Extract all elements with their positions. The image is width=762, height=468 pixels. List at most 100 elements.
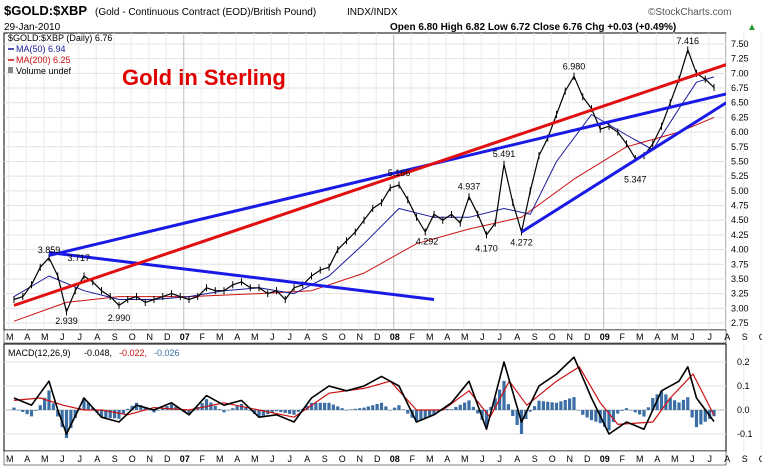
macd-histogram-bar <box>16 409 20 411</box>
x-month-label: S <box>742 454 748 464</box>
x-month-label: A <box>444 332 450 342</box>
macd-histogram-bar <box>25 410 29 415</box>
x-month-label: O <box>759 454 762 464</box>
x-month-label: O <box>339 454 346 464</box>
x-month-label: M <box>216 332 224 342</box>
x-month-label: N <box>567 332 574 342</box>
macd-histogram-bar <box>515 410 519 425</box>
x-month-label: A <box>304 454 310 464</box>
x-month-label: A <box>94 332 100 342</box>
x-month-label: M <box>671 332 679 342</box>
x-month-label: A <box>444 454 450 464</box>
macd-histogram-bar <box>537 400 541 410</box>
price-label: 4.937 <box>458 182 481 192</box>
x-month-label: M <box>636 454 644 464</box>
macd-histogram-bar <box>279 410 283 413</box>
macd-histogram-bar <box>95 410 99 413</box>
macd-histogram-bar <box>581 410 585 415</box>
macd-histogram-bar <box>121 410 125 414</box>
macd-histogram-bar <box>288 410 292 414</box>
macd-histogram-bar <box>117 410 121 419</box>
macd-histogram-bar <box>699 410 703 425</box>
macd-histogram-bar <box>589 410 594 421</box>
trendline-red-main <box>13 63 726 307</box>
macd-histogram-bar <box>419 410 423 421</box>
x-month-label: A <box>24 332 30 342</box>
price-label: 7.416 <box>676 36 699 46</box>
macd-histogram-bar <box>585 410 589 418</box>
macd-histogram-bar <box>187 410 191 415</box>
chart-date: 29-Jan-2010 <box>4 22 61 33</box>
macd-histogram-bar <box>318 402 322 410</box>
x-month-label: J <box>708 454 713 464</box>
x-month-label: J <box>60 332 65 342</box>
x-month-label: A <box>24 454 30 464</box>
x-month-label: J <box>480 332 485 342</box>
macd-y-tick-label: 0.0 <box>737 405 750 415</box>
x-axis-bottom: M A M J J A S O N D 07 F M A M J J A S O N D 08 F M A M J J A S O N D 09 F M… <box>6 454 762 464</box>
macd-histogram-bar <box>91 407 95 410</box>
price-y-tick-label: 4.75 <box>731 201 749 211</box>
chg-up-arrow-icon: ▲ <box>747 22 757 33</box>
macd-histogram-bar <box>349 409 353 410</box>
macd-histogram-bar <box>60 410 64 428</box>
macd-histogram-bar <box>64 410 69 438</box>
legend-price: $GOLD:$XBP (Daily) 6.76 <box>8 33 112 43</box>
x-month-label: J <box>78 332 83 342</box>
macd-histogram-bar <box>633 410 637 413</box>
macd-histogram-bar <box>506 404 510 410</box>
x-month-label: D <box>164 332 171 342</box>
x-month-label: A <box>94 454 100 464</box>
trendline-blue-lower <box>520 101 726 234</box>
macd-histogram-bar <box>563 399 567 410</box>
price-y-tick-label: 4.00 <box>731 245 749 255</box>
x-month-label: J <box>270 454 275 464</box>
x-month-label: S <box>112 454 118 464</box>
x-year-label: 08 <box>390 332 400 342</box>
macd-histogram-bar <box>235 406 239 410</box>
macd-histogram-bar <box>642 410 646 417</box>
macd-histogram-bar <box>143 407 147 410</box>
x-month-label: J <box>690 454 695 464</box>
price-label: 3.717 <box>67 253 90 263</box>
x-year-label: 07 <box>180 332 190 342</box>
macd-histogram-bar <box>86 402 90 410</box>
x-month-label: N <box>147 332 154 342</box>
legend-ma200: MA(200) 6.25 <box>16 55 71 65</box>
x-month-label: M <box>671 454 679 464</box>
macd-histogram-bar <box>73 410 77 418</box>
x-month-label: A <box>724 454 730 464</box>
macd-histogram-bar <box>261 410 265 416</box>
macd-histogram-bar <box>314 402 318 410</box>
x-month-label: F <box>410 454 416 464</box>
macd-histogram-bar <box>209 402 213 410</box>
x-month-label: D <box>584 332 591 342</box>
macd-histogram-bar <box>336 406 340 410</box>
x-month-label: S <box>742 332 748 342</box>
x-month-label: N <box>147 454 154 464</box>
macd-histogram-bar <box>152 410 156 413</box>
macd-histogram-bar <box>82 398 86 410</box>
macd-y-axis: 0.2 0.1 0.0 -0.1 <box>737 357 753 439</box>
macd-histogram-bar <box>130 405 134 410</box>
x-month-label: S <box>322 332 328 342</box>
macd-histogram-bar <box>454 407 458 410</box>
macd-histogram-bar <box>428 410 432 417</box>
price-y-tick-label: 5.75 <box>731 142 749 152</box>
macd-histogram-bar <box>607 410 611 431</box>
price-label: 5.347 <box>624 174 647 184</box>
x-month-label: F <box>620 454 626 464</box>
x-month-label: N <box>567 454 574 464</box>
macd-histogram-bar <box>148 410 152 411</box>
macd-histogram-bar <box>694 410 699 428</box>
x-month-label: F <box>200 454 206 464</box>
x-month-label: A <box>724 332 730 342</box>
macd-layer <box>12 356 716 438</box>
macd-histogram-bar <box>406 410 410 414</box>
macd-histogram-bar <box>169 404 174 410</box>
price-label: 6.980 <box>563 62 586 72</box>
macd-histogram-bar <box>12 407 16 410</box>
macd-panel <box>3 343 727 452</box>
macd-histogram-bar <box>226 410 230 411</box>
